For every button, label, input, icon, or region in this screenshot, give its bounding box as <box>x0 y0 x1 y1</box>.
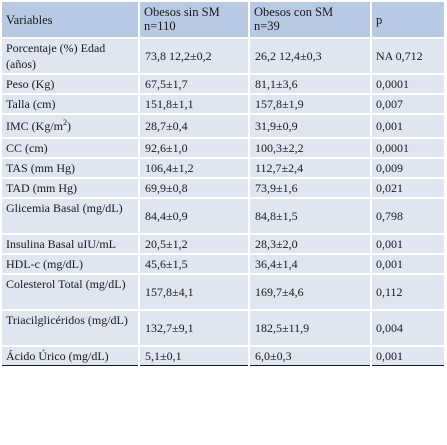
header-group-without-sm: Obesos sin SM n=110 <box>139 2 250 39</box>
table-row: Insulina Basal uIU/mL 20,5±1,2 28,3±2,0 … <box>2 234 444 255</box>
cell-p-value: 0,112 <box>371 274 444 311</box>
table-row: TAS (mm Hg) 106,4±1,2 112,7±2,4 0,009 <box>2 158 444 179</box>
row-label: Peso (Kg) <box>2 74 140 95</box>
row-label: TAS (mm Hg) <box>2 158 140 179</box>
cell-without-sm: 73,8 12,2±0,2 <box>139 38 250 75</box>
table-row: Ácido Úrico (mg/dL) 5,1±0,1 6,0±0,3 0,00… <box>2 346 444 366</box>
row-label-tail: ) <box>67 119 71 133</box>
cell-with-sm: 73,9±1,6 <box>249 178 372 199</box>
cell-without-sm: 151,8±1,1 <box>139 94 250 115</box>
cell-with-sm: 28,3±2,0 <box>249 234 372 255</box>
header-group-with-sm-n: n=39 <box>254 19 280 33</box>
table-row: TAD (mm Hg) 69,9±0,8 73,9±1,6 0,021 <box>2 178 444 199</box>
data-table-container: Variables Obesos sin SM n=110 Obesos con… <box>2 2 444 366</box>
table-body: Porcentaje (%) Edad (años) 73,8 12,2±0,2… <box>2 38 444 366</box>
cell-with-sm: 81,1±3,6 <box>249 74 372 95</box>
cell-with-sm: 169,7±4,6 <box>249 274 372 311</box>
cell-with-sm: 112,7±2,4 <box>249 158 372 179</box>
cell-p-value: 0,798 <box>371 198 444 235</box>
cell-p-value: 0,007 <box>371 94 444 115</box>
row-label-text: IMC (Kg/m <box>6 119 63 133</box>
row-label: IMC (Kg/m2) <box>2 114 140 139</box>
cell-p-value: NA 0,712 <box>371 38 444 75</box>
cell-without-sm: 20,5±1,2 <box>139 234 250 255</box>
header-variables: Variables <box>2 2 140 39</box>
row-label: Ácido Úrico (mg/dL) <box>2 346 140 366</box>
cell-without-sm: 92,6±1,0 <box>139 138 250 159</box>
row-label: Colesterol Total (mg/dL) <box>2 274 140 311</box>
header-p-value: p <box>371 2 444 39</box>
cell-p-value: 0,021 <box>371 178 444 199</box>
cell-p-value: 0,0001 <box>371 138 444 159</box>
cell-without-sm: 45,6±1,5 <box>139 254 250 275</box>
cell-with-sm: 36,4±1,4 <box>249 254 372 275</box>
table-row: Glicemia Basal (mg/dL) 84,4±0,9 84,8±1,5… <box>2 198 444 235</box>
cell-p-value: 0,004 <box>371 310 444 347</box>
table-row: CC (cm) 92,6±1,0 100,3±2,2 0,0001 <box>2 138 444 159</box>
table-row: Talla (cm) 151,8±1,1 157,8±1,9 0,007 <box>2 94 444 115</box>
cell-with-sm: 84,8±1,5 <box>249 198 372 235</box>
cell-p-value: 0,001 <box>371 234 444 255</box>
cell-without-sm: 67,5±1,7 <box>139 74 250 95</box>
header-group-without-sm-title: Obesos sin SM <box>144 5 220 19</box>
cell-p-value: 0,009 <box>371 158 444 179</box>
cell-without-sm: 5,1±0,1 <box>139 346 250 366</box>
cell-without-sm: 132,7±9,1 <box>139 310 250 347</box>
cell-without-sm: 84,4±0,9 <box>139 198 250 235</box>
row-label: Glicemia Basal (mg/dL) <box>2 198 140 235</box>
header-group-without-sm-n: n=110 <box>144 19 176 33</box>
table-row: Peso (Kg) 67,5±1,7 81,1±3,6 0,0001 <box>2 74 444 95</box>
table-header: Variables Obesos sin SM n=110 Obesos con… <box>2 2 444 39</box>
row-label: CC (cm) <box>2 138 140 159</box>
row-label: Triacilglicéridos (mg/dL) <box>2 310 140 347</box>
header-row: Variables Obesos sin SM n=110 Obesos con… <box>2 2 444 39</box>
cell-p-value: 0,001 <box>371 346 444 366</box>
cell-with-sm: 157,8±1,9 <box>249 94 372 115</box>
cell-p-value: 0,001 <box>371 114 444 139</box>
cell-without-sm: 69,9±0,8 <box>139 178 250 199</box>
cell-without-sm: 157,8±4,1 <box>139 274 250 311</box>
header-group-with-sm-title: Obesos con SM <box>254 5 334 19</box>
cell-without-sm: 28,7±0,4 <box>139 114 250 139</box>
cell-with-sm: 31,9±0,9 <box>249 114 372 139</box>
cell-with-sm: 6,0±0,3 <box>249 346 372 366</box>
cell-with-sm: 26,2 12,4±0,3 <box>249 38 372 75</box>
cell-p-value: 0,0001 <box>371 74 444 95</box>
row-label: TAD (mm Hg) <box>2 178 140 199</box>
table-row: Colesterol Total (mg/dL) 157,8±4,1 169,7… <box>2 274 444 311</box>
results-table: Variables Obesos sin SM n=110 Obesos con… <box>2 2 444 366</box>
row-label: HDL-c (mg/dL) <box>2 254 140 275</box>
row-label-superscript: 2 <box>63 118 67 127</box>
cell-with-sm: 100,3±2,2 <box>249 138 372 159</box>
cell-with-sm: 182,5±11,9 <box>249 310 372 347</box>
row-label: Porcentaje (%) Edad (años) <box>2 38 140 75</box>
table-row: Triacilglicéridos (mg/dL) 132,7±9,1 182,… <box>2 310 444 347</box>
cell-without-sm: 106,4±1,2 <box>139 158 250 179</box>
table-row: IMC (Kg/m2) 28,7±0,4 31,9±0,9 0,001 <box>2 114 444 139</box>
table-row: Porcentaje (%) Edad (años) 73,8 12,2±0,2… <box>2 38 444 75</box>
table-row: HDL-c (mg/dL) 45,6±1,5 36,4±1,4 0,001 <box>2 254 444 275</box>
row-label: Talla (cm) <box>2 94 140 115</box>
cell-p-value: 0,001 <box>371 254 444 275</box>
row-label: Insulina Basal uIU/mL <box>2 234 140 255</box>
header-group-with-sm: Obesos con SM n=39 <box>249 2 372 39</box>
